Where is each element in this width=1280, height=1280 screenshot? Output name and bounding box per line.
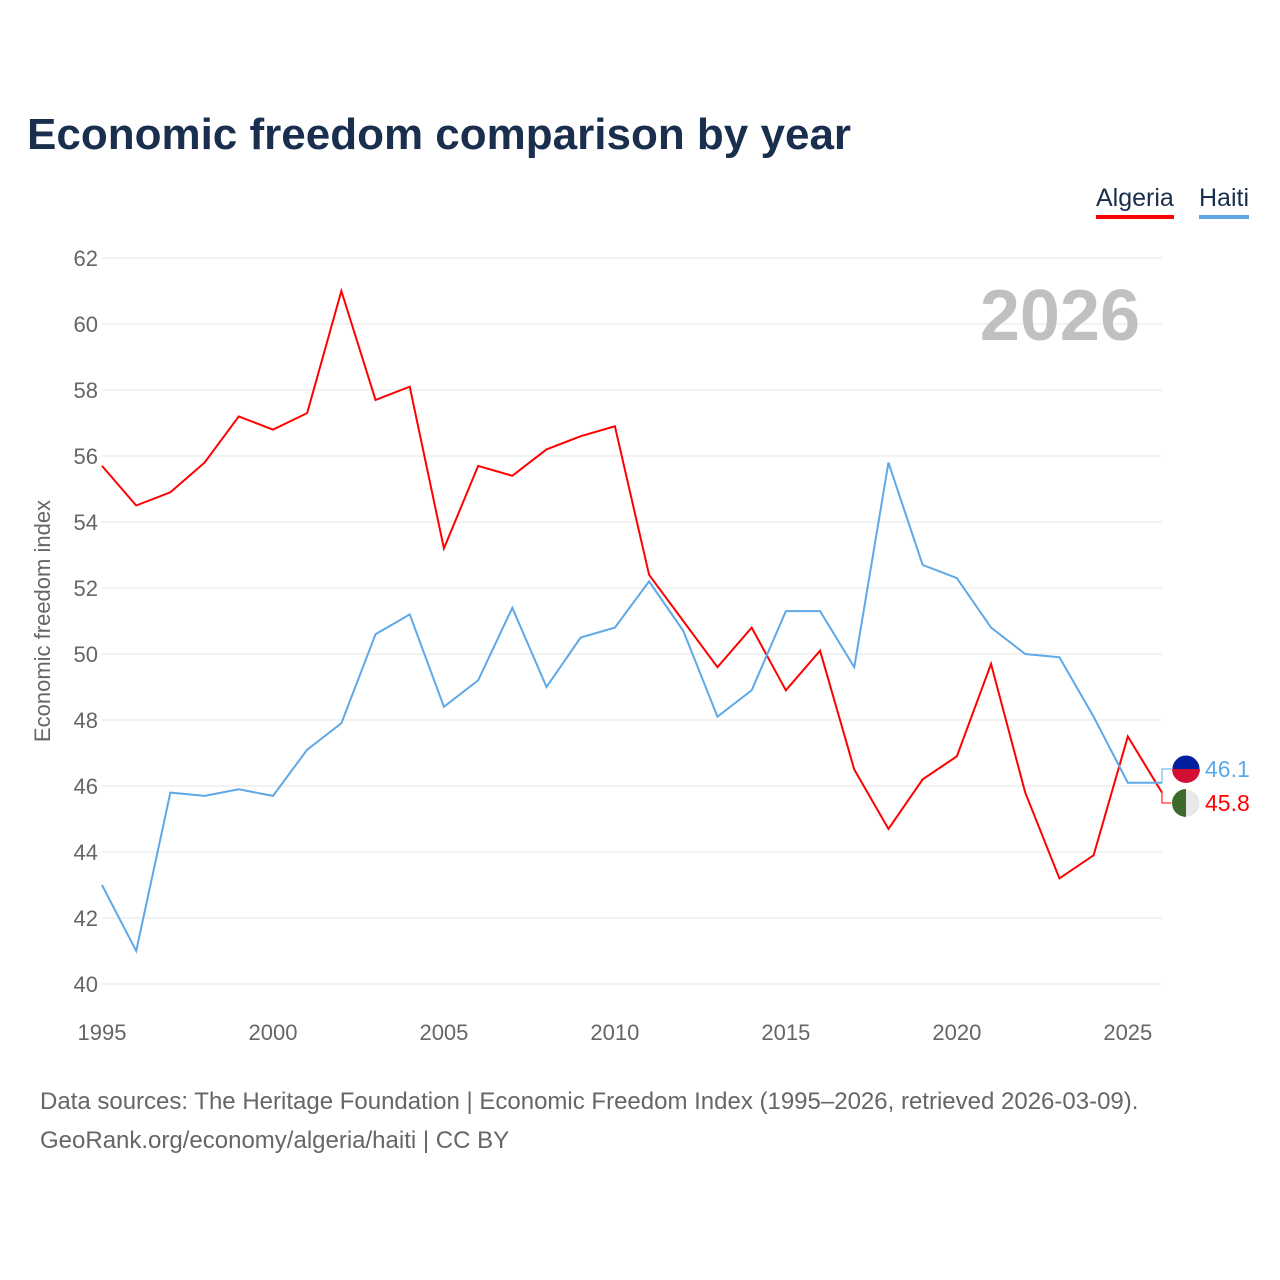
- algeria-flag-green-half: [1172, 789, 1186, 817]
- y-tick-label: 58: [74, 378, 98, 403]
- y-tick-label: 50: [74, 642, 98, 667]
- y-tick-label: 54: [74, 510, 98, 535]
- chart-title: Economic freedom comparison by year: [27, 110, 852, 159]
- year-watermark: 2026: [980, 276, 1140, 356]
- haiti-flag-red-half: [1172, 769, 1200, 783]
- series-line-algeria: [101, 287, 1163, 880]
- footer-sources: Data sources: The Heritage Foundation | …: [40, 1088, 1139, 1115]
- y-tick-label: 56: [74, 444, 98, 469]
- x-tick-label: 2000: [248, 1020, 297, 1045]
- y-tick-label: 40: [74, 972, 98, 997]
- x-tick-label: 1995: [78, 1020, 127, 1045]
- x-tick-label: 2015: [761, 1020, 810, 1045]
- legend-algeria[interactable]: Algeria: [1096, 184, 1174, 219]
- end-value-label: 46.1: [1205, 756, 1250, 782]
- end-connector: [1161, 768, 1172, 783]
- y-tick-label: 60: [74, 312, 98, 337]
- footer-credit: GeoRank.org/economy/algeria/haiti | CC B…: [40, 1127, 510, 1154]
- y-tick-label: 62: [74, 246, 98, 271]
- x-tick-label: 2010: [590, 1020, 639, 1045]
- end-connector: [1161, 792, 1172, 804]
- series-line-haiti: [101, 462, 1162, 954]
- y-tick-label: 46: [74, 774, 98, 799]
- y-tick-label: 48: [74, 708, 98, 733]
- y-axis-label: Economic freedom index: [30, 500, 55, 742]
- end-value-label: 45.8: [1205, 790, 1250, 816]
- y-tick-label: 44: [74, 840, 98, 865]
- x-tick-label: 2005: [419, 1020, 468, 1045]
- y-tick-label: 42: [74, 906, 98, 931]
- y-tick-label: 52: [74, 576, 98, 601]
- x-tick-label: 2025: [1103, 1020, 1152, 1045]
- x-tick-label: 2020: [932, 1020, 981, 1045]
- legend-haiti[interactable]: Haiti: [1199, 184, 1250, 219]
